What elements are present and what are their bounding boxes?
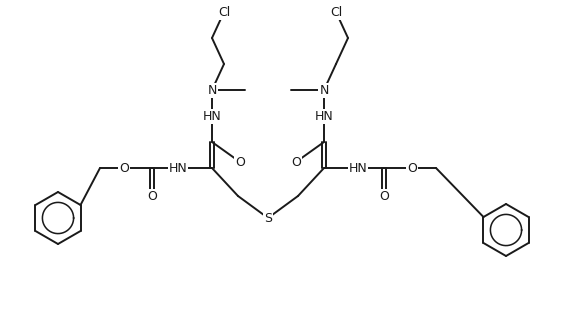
Text: Cl: Cl <box>330 5 342 18</box>
Text: N: N <box>319 84 329 97</box>
Text: HN: HN <box>349 162 367 174</box>
Text: O: O <box>379 190 389 203</box>
Text: HN: HN <box>203 109 221 122</box>
Text: HN: HN <box>315 109 333 122</box>
Text: O: O <box>407 162 417 174</box>
Text: O: O <box>147 190 157 203</box>
Text: O: O <box>235 155 245 169</box>
Text: S: S <box>264 212 272 224</box>
Text: Cl: Cl <box>218 5 230 18</box>
Text: HN: HN <box>169 162 187 174</box>
Text: O: O <box>119 162 129 174</box>
Text: O: O <box>291 155 301 169</box>
Text: N: N <box>207 84 217 97</box>
